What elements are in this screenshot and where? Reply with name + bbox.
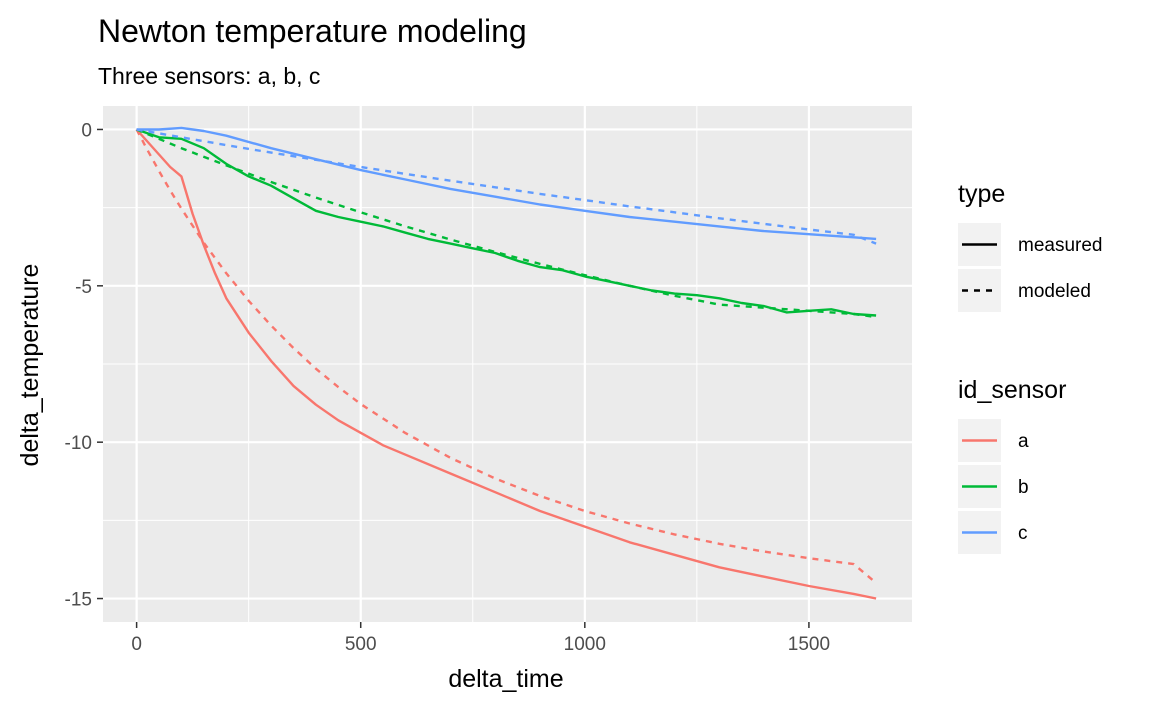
y-axis: 0 -5 -10 -15: [65, 120, 103, 611]
series-line-a-modeled: [135, 128, 877, 584]
x-axis-title: delta_time: [448, 665, 563, 693]
series-line-c-modeled: [136, 128, 877, 245]
series-line-c-measured: [136, 126, 877, 241]
y-tick-label: -15: [65, 590, 92, 611]
legend-label: c: [1018, 523, 1028, 544]
series-line-a-measured: [135, 128, 877, 600]
plot-panel: [103, 106, 912, 622]
chart-subtitle: Three sensors: a, b, c: [98, 63, 320, 89]
x-tick-label: 1000: [564, 634, 606, 655]
legend-label: measured: [1018, 235, 1103, 256]
y-tick-label: -5: [75, 277, 92, 298]
legend-title: type: [958, 180, 1005, 208]
x-axis: 0 500 1000 1500: [131, 622, 830, 655]
legend-label: a: [1018, 431, 1029, 452]
x-tick-label: 0: [131, 634, 142, 655]
x-tick-label: 1500: [788, 634, 830, 655]
y-axis-title: delta_temperature: [16, 264, 44, 467]
y-tick-label: 0: [81, 120, 92, 141]
series-line-b-modeled: [136, 128, 877, 319]
legend-label: b: [1018, 477, 1029, 498]
y-tick-label: -10: [65, 433, 92, 454]
x-tick-label: 500: [345, 634, 377, 655]
legend-type: type measured modeled: [958, 180, 1103, 312]
legend-label: modeled: [1018, 281, 1091, 302]
chart-title: Newton temperature modeling: [98, 13, 527, 49]
series-line-b-measured: [136, 128, 877, 317]
legend-title: id_sensor: [958, 376, 1066, 404]
